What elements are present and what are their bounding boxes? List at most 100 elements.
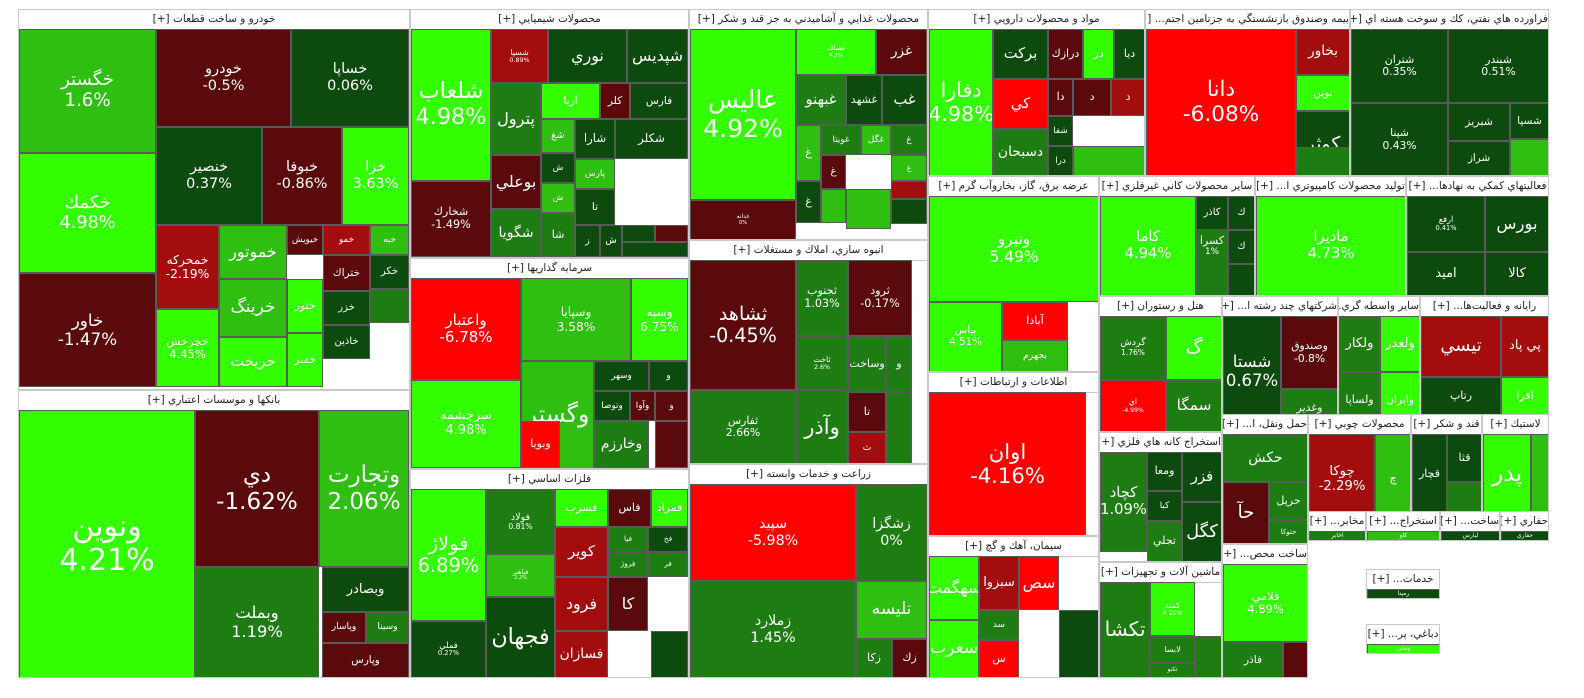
stock-cell[interactable]: شسپا 0.89% [491,29,548,83]
stock-cell[interactable]: غزر [876,29,927,75]
stock-cell[interactable]: شسپا [1510,103,1548,139]
small-stock-tile[interactable] [1073,146,1144,175]
stock-cell[interactable]: حريل [1269,482,1307,520]
stock-cell[interactable]: غشهد [846,75,882,125]
stock-cell[interactable]: تليسه [856,581,927,639]
stock-cell[interactable]: وبصادر [322,567,409,612]
stock-cell[interactable]: ثجنوب 1.03% [796,260,848,336]
stock-cell[interactable]: غگل [861,125,891,155]
stock-cell[interactable]: ثرود -0.17% [848,260,912,336]
stock-cell[interactable]: خكمك 4.98% [19,153,156,273]
small-stock-tile[interactable] [1296,147,1349,175]
stock-cell[interactable]: گردش 1.76% [1100,316,1166,380]
sector-title[interactable]: انبوه سازي، املاك و مستغلات [+] [690,241,927,261]
stock-cell[interactable]: دفارا 4.98% [929,29,993,175]
stock-cell[interactable]: شكلر [615,119,688,159]
stock-cell[interactable]: حفاري [1501,531,1548,540]
stock-cell[interactable]: ش [541,183,575,213]
sector-title[interactable]: قند و شكر [+] [1412,415,1481,435]
sector-title[interactable]: مواد و محصولات دارويي [+] [929,10,1144,30]
sector-title[interactable]: مخابر... [+] [1309,512,1365,532]
sector-title[interactable]: محصولات غذايي و آشاميدني به جز قند و شكر… [690,10,927,30]
small-stock-tile[interactable] [846,189,891,229]
sector-title[interactable]: فعاليتهاي كمكي به نهادها... [+] [1407,177,1548,197]
stock-cell[interactable]: خمو [323,225,370,255]
stock-cell[interactable]: پي پاد [1501,316,1548,377]
stock-cell[interactable]: ختراك [323,255,370,291]
small-stock-tile[interactable] [1283,642,1307,677]
stock-cell[interactable]: ز [575,225,600,257]
stock-cell[interactable]: شتران 0.35% [1351,29,1448,103]
stock-cell[interactable]: بورس [1485,196,1548,252]
stock-cell[interactable]: كبا [1147,491,1182,521]
sector-title[interactable]: محصولات شيميايي [+] [411,10,688,30]
stock-cell[interactable]: ومعا [1147,452,1182,491]
stock-cell[interactable]: زملارد 1.45% [690,581,856,677]
stock-cell[interactable]: رتاپ [1421,377,1501,415]
stock-cell[interactable]: فباهنر 2.2% [486,554,555,597]
sector-title[interactable]: حفاري [+] [1501,512,1548,532]
sector-title[interactable]: زراعت و خدمات وابسته [+] [690,465,927,485]
stock-cell[interactable]: غ [796,125,821,181]
stock-cell[interactable]: خيويش [287,225,323,255]
stock-cell[interactable]: زك [892,639,927,677]
stock-cell[interactable]: حآ [1223,482,1269,543]
stock-cell[interactable]: بپاس 4.51% [929,302,1002,371]
stock-cell[interactable]: وبويا [521,421,560,468]
stock-cell[interactable]: وسپه 6.75% [631,278,688,361]
stock-cell[interactable]: شپنا 0.43% [1351,103,1448,175]
stock-cell[interactable]: فر [648,552,688,577]
stock-cell[interactable]: تا [848,392,886,432]
stock-cell[interactable]: وساخت [848,336,886,392]
stock-cell[interactable]: غدانه 0% [690,200,796,239]
sector-title[interactable]: دباغي، پر... [+] [1367,625,1439,645]
stock-cell[interactable]: حتوكا [1269,520,1307,543]
stock-cell[interactable]: شفا [1048,116,1073,146]
stock-cell[interactable]: زكا [856,639,892,677]
stock-cell[interactable]: خكر [370,255,409,289]
stock-cell[interactable]: فجهان [486,597,555,677]
small-stock-tile[interactable] [891,181,927,199]
stock-cell[interactable]: فولاد 0.81% [486,489,555,554]
stock-cell[interactable]: بجهرم [1002,340,1068,371]
sector-title[interactable]: سرمايه گذاريها [+] [411,259,688,279]
stock-cell[interactable]: بخاور [1296,29,1349,75]
stock-cell[interactable]: وسپايا 3.58% [521,278,631,361]
sector-title[interactable]: شركتهاي چند رشته ا... [+] [1223,297,1337,317]
stock-cell[interactable]: ونيرو 5.49% [929,196,1098,302]
stock-cell[interactable]: تا [575,189,615,225]
stock-cell[interactable]: فسرب [555,489,608,527]
stock-cell[interactable]: وتجارت 2.06% [319,410,409,567]
stock-cell[interactable]: تكنو [1150,663,1195,677]
stock-cell[interactable]: شبريز [1448,103,1510,141]
stock-cell[interactable]: شارا [575,119,615,159]
stock-cell[interactable]: نوري [548,29,627,83]
stock-cell[interactable]: كالا [1485,252,1548,295]
stock-cell[interactable]: ختور [287,279,323,333]
stock-cell[interactable]: ثفارس 2.66% [690,390,796,463]
stock-cell[interactable]: ثاخت 2.6% [796,336,848,390]
stock-cell[interactable]: كوير [555,527,608,577]
stock-cell[interactable]: وسينا [366,612,409,643]
stock-cell[interactable]: رمپنا [1367,589,1439,598]
stock-cell[interactable]: پدر [1483,434,1531,513]
sector-title[interactable]: فراورده هاي نفتي، كك و سوخت هسته اي [+] [1351,10,1548,30]
stock-cell[interactable]: پارس [575,159,615,189]
stock-cell[interactable]: خساپا 0.06% [291,29,409,127]
stock-cell[interactable]: س [979,640,1019,677]
stock-cell[interactable]: و [649,361,688,391]
stock-cell[interactable]: فزر [1182,452,1221,502]
stock-cell[interactable]: قچار [1412,434,1447,513]
stock-cell[interactable]: شپديس [627,29,688,83]
sector-title[interactable]: بيمه وصندوق بازنشستگي به جزتامين اجتم...… [1146,10,1349,30]
stock-cell[interactable]: ديا [1114,29,1144,79]
stock-cell[interactable]: خبوفا -0.86% [262,127,342,225]
sector-title[interactable]: خدمات... [+] [1367,570,1439,590]
stock-cell[interactable]: حكش [1223,434,1307,482]
stock-cell[interactable]: غ [796,181,821,223]
stock-cell[interactable]: عاليس 4.92% [690,29,796,200]
stock-cell[interactable]: سرچشمه 4.98% [411,380,521,468]
stock-cell[interactable]: وتوصا [594,391,630,421]
small-stock-tile[interactable] [821,189,846,223]
sector-title[interactable]: هتل و رستوران [+] [1100,297,1221,317]
